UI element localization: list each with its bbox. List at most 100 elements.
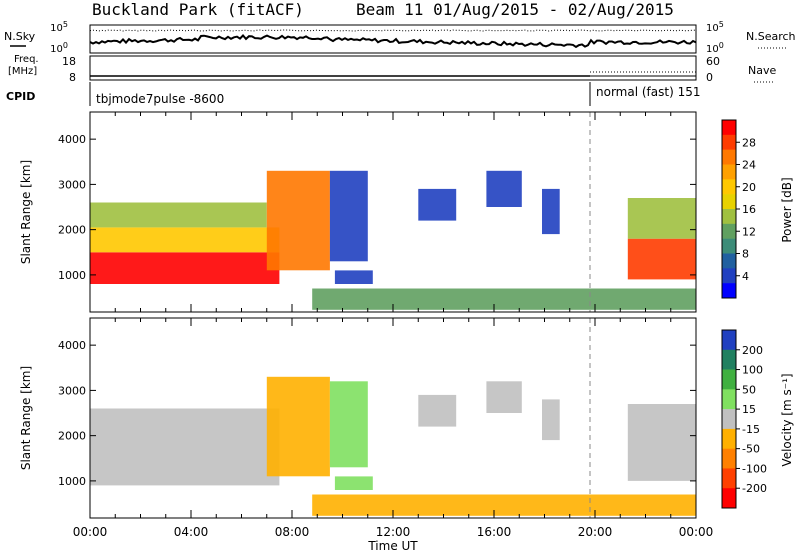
heatmap-cell	[312, 288, 696, 310]
heatmap-cell	[627, 404, 696, 481]
heatmap-cell	[266, 376, 330, 477]
colorbar-swatch	[722, 448, 736, 469]
colorbar-tick-label: 16	[742, 203, 756, 216]
colorbar-swatch	[722, 428, 736, 449]
heatmap-cell	[312, 494, 696, 516]
velocity-colorbar-ticks: 200 100 50 15 -15 -50 -100 -200	[736, 344, 767, 495]
nave-tick-bottom: 0	[706, 71, 713, 84]
power-x-ticks	[89, 112, 697, 312]
beam-title: Beam 11 01/Aug/2015 - 02/Aug/2015	[356, 0, 674, 19]
x-tick-label: 00:00	[73, 525, 108, 539]
noise-tick-bottom-left: 100	[50, 41, 68, 55]
x-tick-label: 20:00	[578, 525, 613, 539]
colorbar-tick-label: 4	[742, 270, 749, 283]
heatmap-cell	[266, 170, 330, 271]
colorbar-swatch	[722, 268, 736, 284]
velocity-heatmap	[90, 376, 696, 516]
noise-tick-top-right: 105	[706, 20, 724, 34]
cpid-first: tbjmode7pulse -8600	[96, 92, 224, 106]
colorbar-swatch	[722, 409, 736, 430]
heatmap-cell	[418, 394, 457, 427]
noise-tick-bottom-right: 100	[706, 41, 724, 55]
heatmap-cell	[627, 238, 696, 280]
x-tick-label: 12:00	[376, 525, 411, 539]
colorbar-swatch	[722, 330, 736, 351]
colorbar-swatch	[722, 253, 736, 269]
colorbar-tick-label: -100	[742, 462, 767, 475]
power-colorbar: 28 24 20 16 12 8 4 Power [dB]	[721, 119, 794, 299]
velocity-colorbar-swatches	[722, 330, 736, 509]
colorbar-tick-label: 20	[742, 181, 756, 194]
colorbar-tick-label: 200	[742, 344, 763, 357]
power-ylabel: Slant Range [km]	[19, 160, 33, 264]
colorbar-swatch	[722, 194, 736, 210]
velocity-colorbar: 200 100 50 15 -15 -50 -100 -200 Velocity [m s⁻¹…	[721, 329, 794, 509]
freq-strip: Freq. [MHz] 18 8 60 0 Nave	[8, 54, 776, 84]
y-tick-label: 4000	[58, 339, 86, 352]
x-tick-label: 08:00	[275, 525, 310, 539]
x-tick-label: 16:00	[477, 525, 512, 539]
colorbar-swatch	[722, 349, 736, 370]
colorbar-swatch	[722, 488, 736, 509]
y-tick-label: 1000	[58, 475, 86, 488]
colorbar-swatch	[722, 369, 736, 390]
velocity-panel: 1000 2000 3000 4000 Slant Range [km]	[19, 317, 697, 519]
noise-frame	[89, 24, 697, 54]
heatmap-cell	[542, 399, 560, 441]
freq-label: Freq.	[14, 54, 39, 65]
colorbar-tick-label: 15	[742, 403, 756, 416]
noise-tick-top-left: 105	[50, 20, 68, 34]
colorbar-tick-label: -50	[742, 443, 760, 456]
y-tick-label: 3000	[58, 178, 86, 191]
colorbar-tick-label: 50	[742, 383, 756, 396]
nave-tick-top: 60	[706, 55, 720, 68]
y-tick-label: 2000	[58, 430, 86, 443]
nsearch-label: N.Search	[746, 30, 796, 43]
colorbar-tick-label: 28	[742, 136, 756, 149]
nsearch-trace	[89, 29, 697, 32]
power-colorbar-label: Power [dB]	[780, 177, 794, 242]
heatmap-cell	[542, 188, 560, 235]
velocity-x-ticks	[89, 318, 697, 518]
colorbar-swatch	[722, 238, 736, 254]
heatmap-cell	[486, 381, 522, 413]
nsky-trace	[89, 34, 697, 49]
station-title: Buckland Park (fitACF)	[92, 0, 304, 19]
x-tick-label: 04:00	[174, 525, 209, 539]
power-y-ticks: 1000 2000 3000 4000	[58, 133, 696, 282]
colorbar-swatch	[722, 209, 736, 225]
mhz-label: [MHz]	[8, 66, 37, 77]
heatmap-cell	[329, 381, 368, 468]
cpid-second: normal (fast) 151	[596, 85, 700, 99]
velocity-colorbar-frame	[721, 329, 737, 509]
heatmap-cell	[90, 252, 280, 284]
power-colorbar-swatches	[722, 120, 736, 299]
freq-tick-top: 18	[62, 55, 76, 68]
y-tick-label: 1000	[58, 269, 86, 282]
power-heatmap	[90, 170, 696, 310]
freq-tick-bottom: 8	[69, 71, 76, 84]
power-colorbar-ticks: 28 24 20 16 12 8 4	[736, 136, 756, 283]
velocity-colorbar-label: Velocity [m s⁻¹]	[780, 373, 794, 466]
heatmap-cell	[334, 476, 373, 490]
freq-frame	[89, 55, 697, 81]
heatmap-cell	[334, 270, 373, 284]
y-tick-label: 2000	[58, 224, 86, 237]
noise-strip: N.Sky 105 100 105 100 N.Search	[4, 20, 796, 55]
colorbar-tick-label: -200	[742, 482, 767, 495]
velocity-ylabel: Slant Range [km]	[19, 366, 33, 470]
colorbar-tick-label: 100	[742, 364, 763, 377]
y-tick-label: 3000	[58, 384, 86, 397]
nave-label: Nave	[748, 64, 776, 77]
heatmap-cell	[329, 170, 368, 262]
heatmap-cell	[90, 227, 280, 253]
heatmap-cell	[418, 188, 457, 221]
colorbar-swatch	[722, 223, 736, 239]
y-tick-label: 4000	[58, 133, 86, 146]
colorbar-swatch	[722, 468, 736, 489]
colorbar-tick-label: -15	[742, 423, 760, 436]
heatmap-cell	[90, 408, 280, 486]
x-axis-label: Time UT	[367, 539, 418, 553]
heatmap-cell	[627, 198, 696, 239]
